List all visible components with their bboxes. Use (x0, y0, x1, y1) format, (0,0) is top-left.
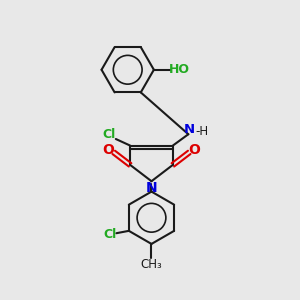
Text: HO: HO (169, 63, 190, 76)
Text: N: N (146, 181, 157, 195)
Text: N: N (184, 123, 195, 136)
Text: Cl: Cl (103, 228, 116, 241)
Text: -H: -H (195, 125, 208, 138)
Text: CH₃: CH₃ (141, 258, 162, 271)
Text: O: O (103, 143, 114, 157)
Text: O: O (189, 143, 200, 157)
Text: Cl: Cl (103, 128, 116, 141)
